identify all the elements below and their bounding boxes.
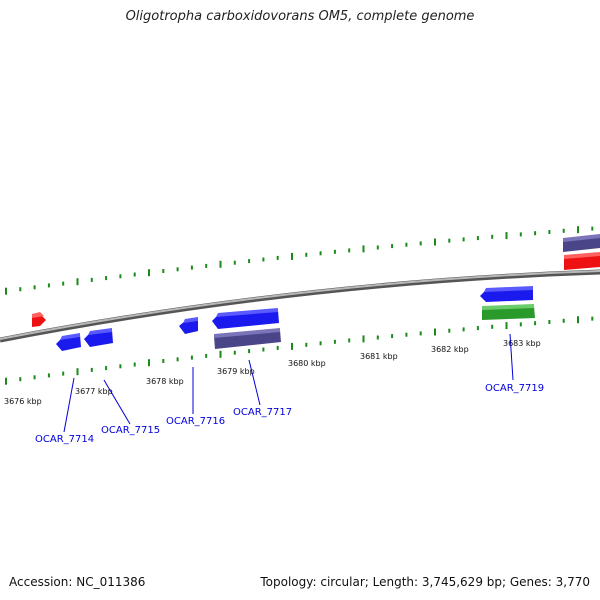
- scale-label-3677: 3677 kbp: [75, 387, 113, 396]
- locus-label-ocar-7719[interactable]: OCAR_7719: [485, 383, 544, 394]
- topology-label: Topology: circular; Length: 3,745,629 bp…: [260, 575, 590, 589]
- gene-ocar-7715[interactable]: [84, 328, 113, 347]
- scale-label-3680: 3680 kbp: [288, 359, 326, 368]
- locus-label-ocar-7715[interactable]: OCAR_7715: [101, 425, 160, 436]
- gene-red-left[interactable]: [32, 312, 46, 327]
- scale-label-3676: 3676 kbp: [4, 397, 42, 406]
- genome-title: Oligotropha carboxidovorans OM5, complet…: [125, 9, 475, 24]
- accession-label: Accession: NC_011386: [9, 575, 146, 589]
- genome-backbone-highlight: [0, 270, 600, 340]
- scale-label-3682: 3682 kbp: [431, 345, 469, 354]
- locus-label-ocar-7714[interactable]: OCAR_7714: [35, 434, 94, 445]
- scale-label-3681: 3681 kbp: [360, 352, 398, 361]
- gene-purple-right-upper[interactable]: [563, 234, 600, 252]
- scale-label-3683: 3683 kbp: [503, 339, 541, 348]
- genome-backbone: [0, 269, 600, 343]
- gene-green-7719-track[interactable]: [482, 304, 535, 320]
- inner-tick-track: [5, 316, 594, 385]
- locus-connectors: [63, 333, 514, 433]
- gene-ocar-7716[interactable]: [179, 317, 198, 334]
- outer-tick-track: [5, 226, 594, 295]
- locus-label-ocar-7716[interactable]: OCAR_7716: [166, 416, 225, 427]
- scale-label-3679: 3679 kbp: [217, 367, 255, 376]
- scale-label-3678: 3678 kbp: [146, 377, 184, 386]
- gene-purple-7717-track[interactable]: [214, 328, 281, 349]
- locus-label-ocar-7717[interactable]: OCAR_7717: [233, 407, 292, 418]
- gene-ocar-7714[interactable]: [56, 333, 81, 351]
- gene-ocar-7719[interactable]: [480, 286, 533, 302]
- gene-red-right[interactable]: [564, 252, 600, 270]
- gene-ocar-7717[interactable]: [212, 308, 279, 329]
